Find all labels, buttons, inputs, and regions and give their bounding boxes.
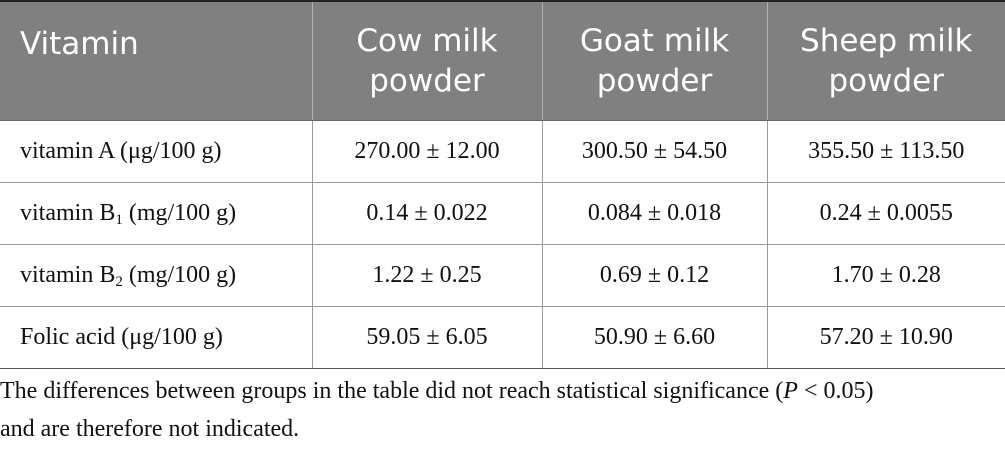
header-goat-line1: Goat milk — [579, 23, 730, 59]
table-row-vitamin-b1: vitamin B1 (mg/100 g) 0.14 ± 0.022 0.084… — [0, 182, 1005, 245]
table-row-vitamin-b2: vitamin B2 (mg/100 g) 1.22 ± 0.25 0.69 ±… — [0, 244, 1005, 307]
cell-cow: 0.14 ± 0.022 — [311, 182, 542, 245]
row-label: vitamin B1 (mg/100 g) — [0, 182, 312, 245]
table-row-vitamin-a: vitamin A (μg/100 g) 270.00 ± 12.00 300.… — [0, 120, 1005, 183]
cell-sheep: 57.20 ± 10.90 — [766, 306, 1005, 369]
cell-goat: 0.084 ± 0.018 — [541, 182, 767, 245]
cell-goat: 50.90 ± 6.60 — [541, 306, 767, 369]
row-label-text: vitamin B — [20, 200, 116, 226]
footnote-p-symbol: P — [783, 378, 798, 404]
footnote-text: The differences between groups in the ta… — [0, 378, 784, 404]
row-label-unit: (mg/100 g) — [122, 262, 237, 288]
cell-goat: 0.69 ± 0.12 — [541, 244, 767, 307]
header-goat-milk-powder: Goat milk powder — [541, 0, 767, 121]
vitamin-table-container: Vitamin Cow milk powder Goat milk powder… — [0, 0, 1005, 369]
table-footnote: The differences between groups in the ta… — [0, 372, 1005, 448]
header-cow-milk-powder: Cow milk powder — [311, 0, 542, 121]
header-cow-line1: Cow milk — [356, 23, 498, 59]
row-label-text: vitamin B — [20, 262, 116, 288]
table-header: Vitamin Cow milk powder Goat milk powder… — [0, 0, 1005, 121]
header-sheep-line2: powder — [828, 63, 945, 99]
cell-sheep: 1.70 ± 0.28 — [766, 244, 1005, 307]
cell-cow: 270.00 ± 12.00 — [311, 120, 542, 183]
header-goat-line2: powder — [596, 63, 713, 99]
cell-goat: 300.50 ± 54.50 — [541, 120, 767, 183]
row-label: Folic acid (μg/100 g) — [0, 306, 312, 369]
header-sheep-milk-powder: Sheep milk powder — [766, 0, 1005, 121]
footnote-line1: The differences between groups in the ta… — [0, 372, 1005, 410]
row-label: vitamin B2 (mg/100 g) — [0, 244, 312, 307]
table-row-folic-acid: Folic acid (μg/100 g) 59.05 ± 6.05 50.90… — [0, 306, 1005, 369]
row-label-subscript: 2 — [115, 274, 123, 290]
row-label-text: Folic acid (μg/100 g) — [20, 324, 223, 350]
row-label-subscript: 1 — [115, 212, 123, 228]
header-sheep-line1: Sheep milk — [800, 23, 973, 59]
cell-cow: 1.22 ± 0.25 — [311, 244, 542, 307]
footnote-threshold: < 0.05) — [797, 378, 874, 404]
table-body: vitamin A (μg/100 g) 270.00 ± 12.00 300.… — [0, 120, 1005, 369]
row-label-unit: (mg/100 g) — [122, 200, 237, 226]
cell-cow: 59.05 ± 6.05 — [311, 306, 542, 369]
vitamin-content-table: Vitamin Cow milk powder Goat milk powder… — [0, 0, 1005, 369]
header-cow-line2: powder — [369, 63, 485, 99]
row-label-text: vitamin A (μg/100 g) — [20, 138, 222, 164]
footnote-line2: and are therefore not indicated. — [0, 416, 300, 442]
cell-sheep: 0.24 ± 0.0055 — [766, 182, 1005, 245]
cell-sheep: 355.50 ± 113.50 — [766, 120, 1005, 183]
header-row: Vitamin Cow milk powder Goat milk powder… — [0, 0, 1005, 121]
row-label: vitamin A (μg/100 g) — [0, 120, 312, 183]
header-vitamin: Vitamin — [0, 0, 312, 121]
